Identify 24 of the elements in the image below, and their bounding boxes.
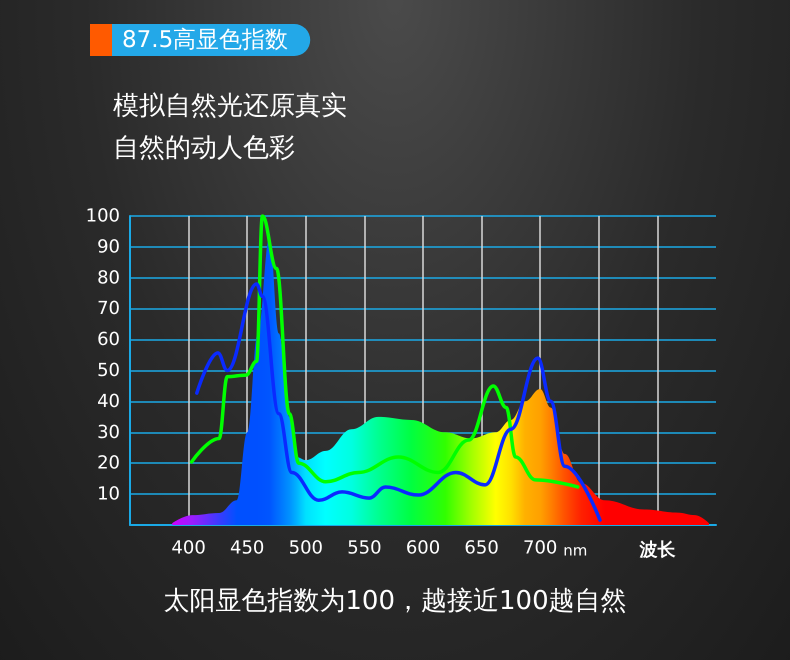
y-tick-label: 30 [97,422,120,443]
y-tick-label: 90 [97,236,120,258]
y-tick-label: 60 [97,329,120,350]
y-tick-label: 40 [97,390,120,412]
y-tick-label: 20 [97,452,120,474]
chart-title: 87.5高显色指数 [122,27,288,53]
y-tick-label: 50 [97,360,120,381]
chart-subtitle: 模拟自然光还原真实自然的动人色彩 [113,91,347,163]
y-tick-label: 100 [86,206,120,226]
x-tick-label: 550 [347,538,382,558]
y-tick-label: 70 [97,298,120,320]
text: 太阳显色指数为100，越接近100越自然 [163,586,627,616]
x-tick-label: 450 [230,538,264,558]
x-tick-label: 400 [171,538,206,558]
y-tick-label: 80 [97,267,120,288]
x-tick-label: 700 [523,538,558,558]
x-tick-label: 650 [464,538,499,558]
x-tick-label: 600 [406,538,440,558]
line-series [190,214,580,489]
line-series [195,282,602,522]
y-tick-label: 10 [97,484,120,505]
x-tick-label: 500 [288,538,323,558]
text: nm [563,542,588,560]
x-axis-title: 波长 [638,540,676,560]
